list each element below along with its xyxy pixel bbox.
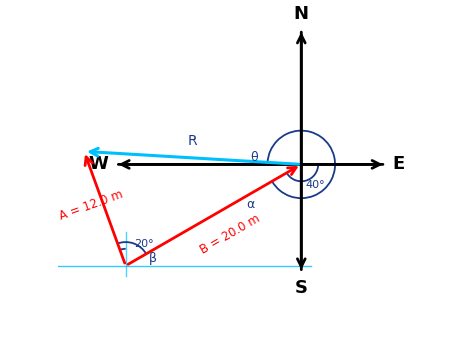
Text: S: S	[295, 279, 308, 297]
Text: E: E	[392, 155, 405, 173]
Text: β: β	[149, 253, 157, 266]
Text: N: N	[294, 4, 309, 22]
Text: θ: θ	[250, 151, 258, 164]
Text: R: R	[188, 134, 197, 148]
Text: B = 20.0 m: B = 20.0 m	[198, 212, 262, 256]
Text: W: W	[89, 155, 109, 173]
Text: 20°: 20°	[134, 239, 154, 249]
Text: 40°: 40°	[305, 180, 325, 190]
Text: A = 12.0 m: A = 12.0 m	[58, 188, 125, 223]
Text: α: α	[247, 199, 255, 211]
